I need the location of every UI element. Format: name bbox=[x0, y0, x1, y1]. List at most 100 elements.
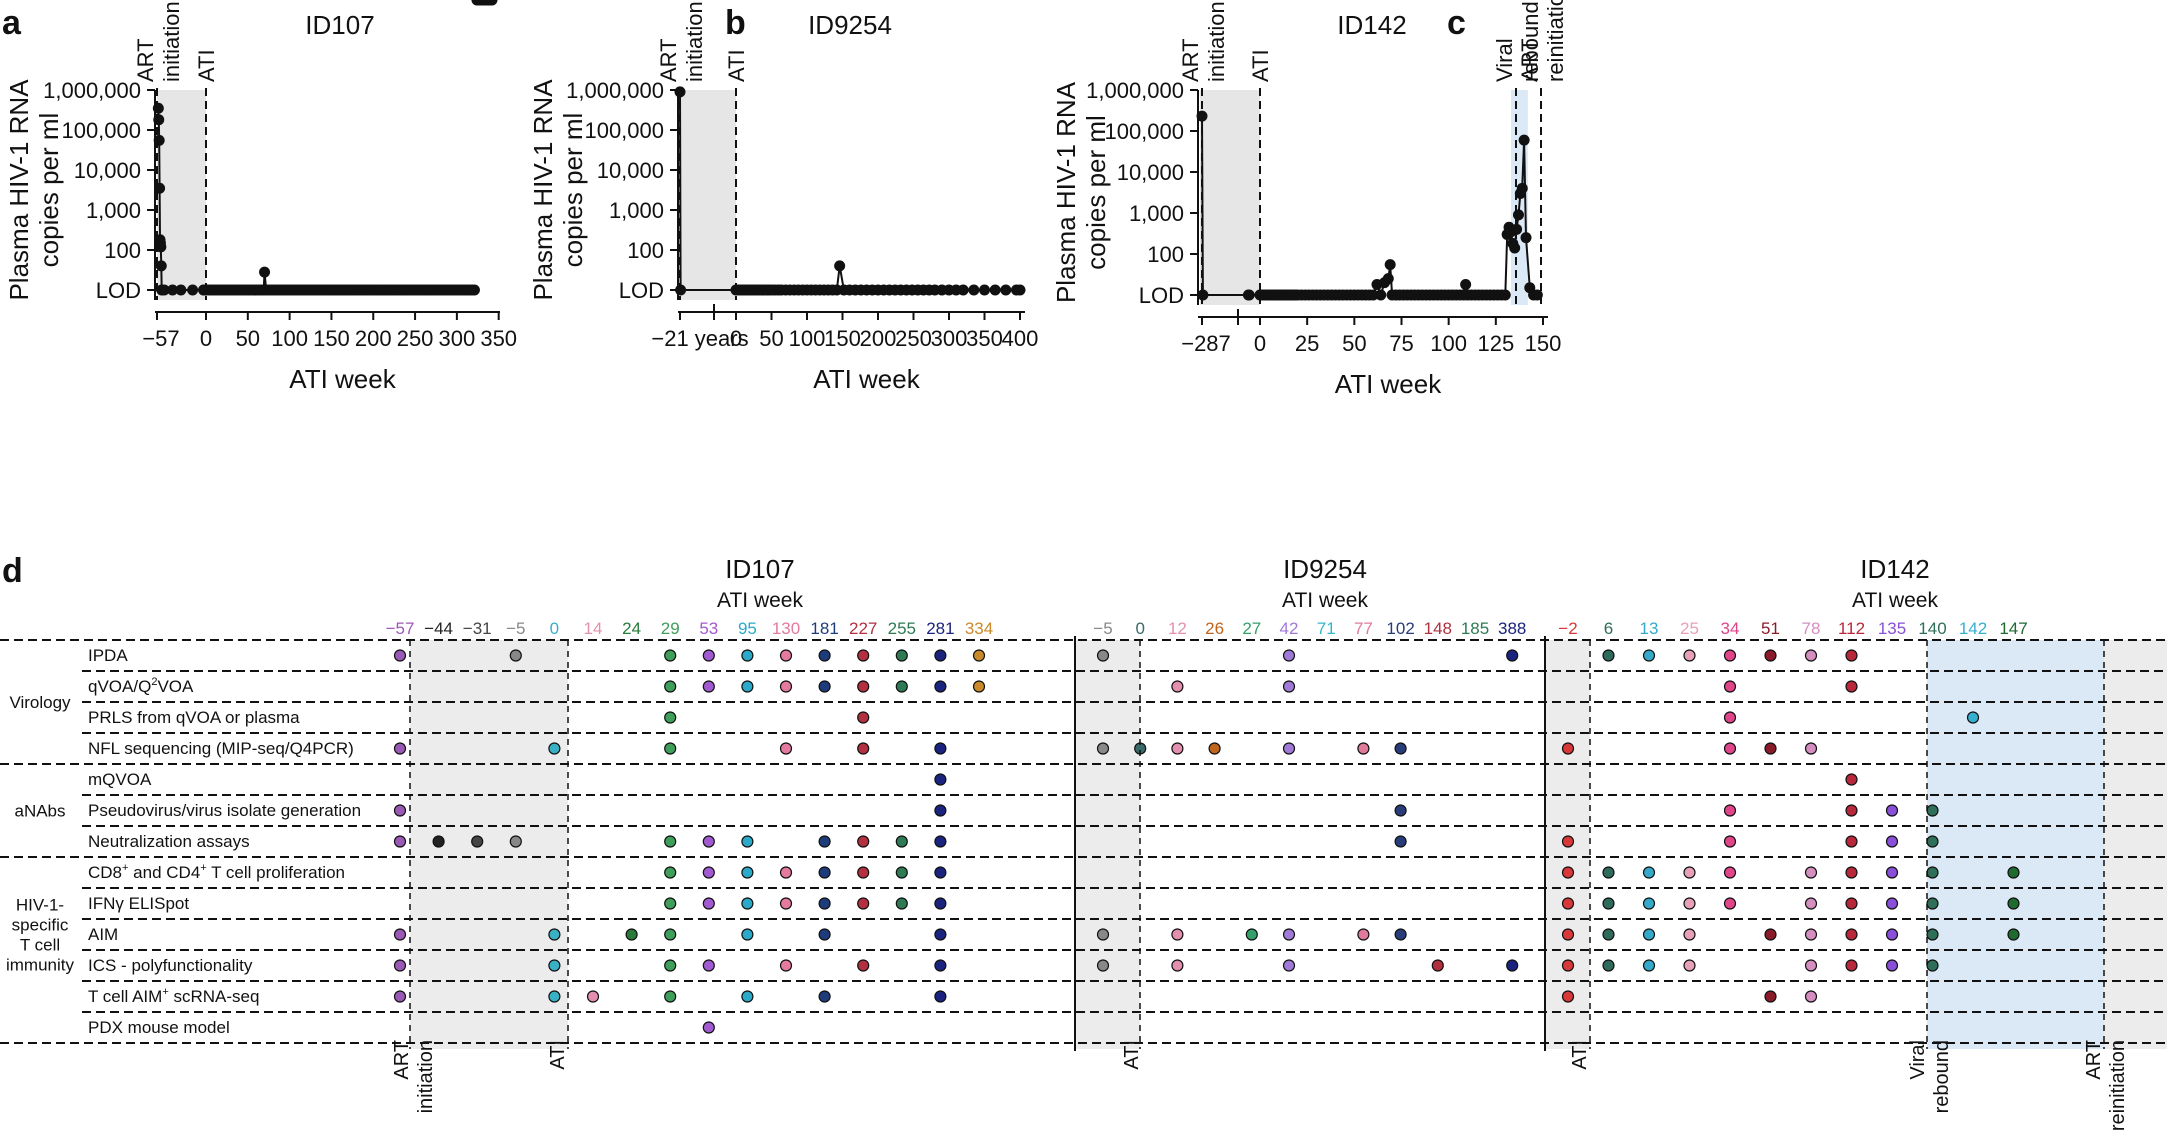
bottom-marker-label: ATI bbox=[547, 1040, 569, 1070]
y-tick-label: LOD bbox=[96, 278, 141, 303]
sample-dot bbox=[741, 897, 754, 910]
column-label: 25 bbox=[1680, 619, 1699, 638]
sample-dot bbox=[1885, 959, 1899, 972]
sample-dot bbox=[1885, 804, 1899, 817]
sample-dot bbox=[1804, 897, 1818, 910]
sample-dot bbox=[1357, 742, 1370, 755]
sample-dot bbox=[779, 866, 793, 879]
sample-dot bbox=[1723, 804, 1737, 817]
sample-dot bbox=[1506, 649, 1519, 662]
column-label: 12 bbox=[1168, 619, 1187, 638]
sample-dot bbox=[1642, 959, 1656, 972]
sample-dot bbox=[702, 897, 715, 910]
sample-dot bbox=[1171, 742, 1184, 755]
sample-dot bbox=[1394, 742, 1407, 755]
column-label: 227 bbox=[849, 619, 877, 638]
sample-dot bbox=[393, 959, 407, 972]
sample-dot bbox=[741, 928, 754, 941]
column-label: −5 bbox=[506, 619, 525, 638]
row-label: AIM bbox=[88, 925, 118, 944]
column-label: 77 bbox=[1354, 619, 1373, 638]
sample-dot bbox=[1561, 990, 1575, 1003]
sample-dot bbox=[895, 897, 908, 910]
sample-dot bbox=[857, 742, 870, 755]
data-point bbox=[1375, 289, 1387, 301]
sample-dot bbox=[1394, 804, 1407, 817]
data-point bbox=[152, 102, 164, 114]
sample-dot bbox=[1561, 866, 1575, 879]
marker-label: ATI bbox=[724, 49, 749, 82]
sample-dot bbox=[1602, 649, 1615, 662]
sample-dot bbox=[1096, 959, 1110, 972]
sample-dot bbox=[1845, 928, 1858, 941]
sample-dot bbox=[1506, 959, 1519, 972]
y-tick-label: 100 bbox=[104, 238, 141, 263]
sample-dot bbox=[934, 866, 947, 879]
sample-dot bbox=[1357, 928, 1370, 941]
data-point bbox=[1243, 289, 1255, 301]
sample-dot bbox=[1723, 711, 1737, 724]
data-point bbox=[675, 284, 687, 296]
x-tick-label: 50 bbox=[1342, 331, 1366, 356]
row-label: PDX mouse model bbox=[88, 1018, 230, 1037]
x-tick-label: 150 bbox=[313, 326, 350, 351]
shaded-region bbox=[680, 90, 736, 300]
sample-dot bbox=[1804, 742, 1818, 755]
data-point bbox=[1367, 289, 1379, 301]
row-label: qVOA/Q2VOA bbox=[88, 676, 194, 696]
sample-dot bbox=[548, 742, 561, 755]
sample-dot bbox=[1723, 649, 1737, 662]
sample-dot bbox=[471, 835, 484, 848]
panel-c-chart: LOD 100 1,000 10,000 100,000 1,000,000Plasma … bbox=[1051, 0, 1568, 399]
sample-dot bbox=[934, 649, 947, 662]
x-tick-label: 400 bbox=[1002, 326, 1039, 351]
y-axis-label: Plasma HIV-1 RNAcopies per ml bbox=[1051, 81, 1111, 303]
sample-dot bbox=[1282, 959, 1296, 972]
sample-dot bbox=[741, 990, 754, 1003]
column-label: 27 bbox=[1242, 619, 1261, 638]
sample-dot bbox=[664, 897, 677, 910]
x-tick-label: −287 bbox=[1181, 331, 1231, 356]
sample-dot bbox=[393, 928, 407, 941]
marker-label: ARTinitiation bbox=[133, 1, 184, 82]
data-point bbox=[486, 0, 498, 6]
sample-dot bbox=[1885, 866, 1899, 879]
sample-dot bbox=[702, 1021, 715, 1034]
sample-dot bbox=[1804, 649, 1818, 662]
data-point bbox=[167, 284, 179, 296]
x-tick-label: 350 bbox=[966, 326, 1003, 351]
sample-dot bbox=[934, 928, 947, 941]
data-point bbox=[153, 114, 165, 126]
sample-dot bbox=[1804, 959, 1818, 972]
sample-dot bbox=[857, 897, 870, 910]
data-point bbox=[674, 86, 686, 98]
column-label: −5 bbox=[1093, 619, 1112, 638]
shaded-region bbox=[1200, 90, 1260, 305]
x-tick-label: 50 bbox=[236, 326, 260, 351]
data-point bbox=[158, 284, 170, 296]
data-point bbox=[1512, 209, 1524, 221]
column-label: 255 bbox=[888, 619, 916, 638]
group-label: Virology bbox=[9, 693, 71, 712]
bottom-marker-label: ART initiation bbox=[391, 1040, 437, 1113]
sample-dot bbox=[1764, 928, 1777, 941]
sample-dot bbox=[548, 990, 561, 1003]
sample-dot bbox=[393, 742, 407, 755]
panel-letter-c: c bbox=[1447, 4, 1466, 42]
marker-label: ATI bbox=[1248, 49, 1273, 82]
chart-title: ID9254 bbox=[808, 10, 892, 40]
sample-dot bbox=[934, 990, 947, 1003]
y-tick-label: 10,000 bbox=[597, 158, 664, 183]
sample-dot bbox=[779, 897, 793, 910]
sample-dot bbox=[1394, 928, 1407, 941]
sample-dot bbox=[741, 680, 754, 693]
sample-dot bbox=[779, 649, 793, 662]
column-label: 112 bbox=[1838, 619, 1865, 638]
column-label: 95 bbox=[738, 619, 757, 638]
sample-dot bbox=[1845, 804, 1858, 817]
panel-b-chart: LOD 100 1,000 10,000 100,000 1,000,000Plasma … bbox=[528, 1, 1038, 394]
sample-dot bbox=[1885, 928, 1899, 941]
sample-dot bbox=[1723, 897, 1737, 910]
data-point bbox=[1014, 284, 1026, 296]
sample-dot bbox=[1845, 897, 1858, 910]
